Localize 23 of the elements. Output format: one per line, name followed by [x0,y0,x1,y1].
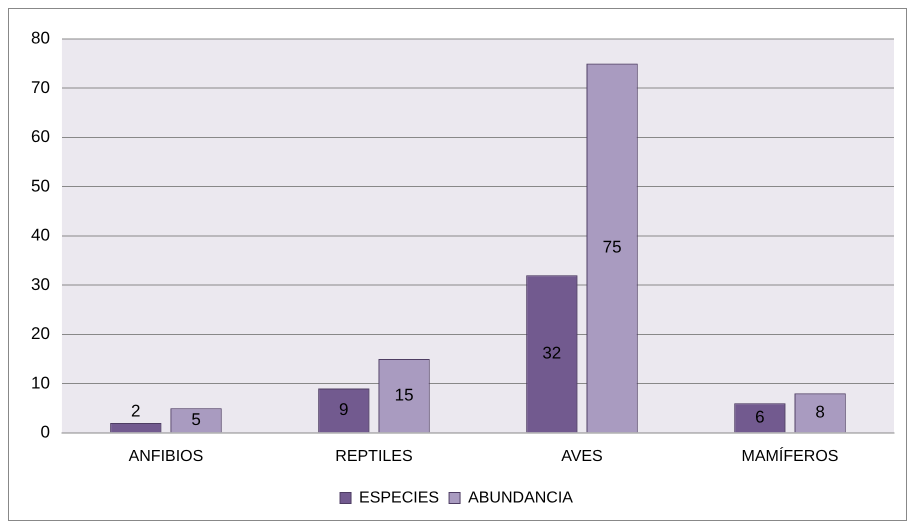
y-tick-label: 30 [30,274,50,294]
data-label: 5 [191,410,201,429]
y-tick-label: 10 [30,373,50,392]
data-label: 9 [339,400,349,420]
data-label: 2 [131,402,140,421]
x-tick-label: ANFIBIOS [128,448,204,465]
y-tick-label: 50 [30,176,50,196]
data-label: 6 [755,407,765,426]
legend-label: ABUNDANCIA [468,489,574,506]
x-tick-label: REPTILES [335,448,413,465]
y-tick-label: 20 [30,324,50,344]
data-label: 15 [394,385,414,404]
legend-label: ESPECIES [359,489,440,506]
y-tick-label: 0 [40,422,50,442]
data-label: 32 [542,343,562,362]
data-label: 8 [815,402,825,422]
y-tick-label: 40 [30,226,50,245]
x-tick-label: AVES [561,448,603,465]
y-tick-label: 60 [30,127,50,146]
x-tick-label: MAMÍFEROS [742,446,838,465]
y-tick-label: 70 [30,78,50,97]
y-tick-label: 80 [30,28,50,48]
data-label: 75 [602,238,622,257]
